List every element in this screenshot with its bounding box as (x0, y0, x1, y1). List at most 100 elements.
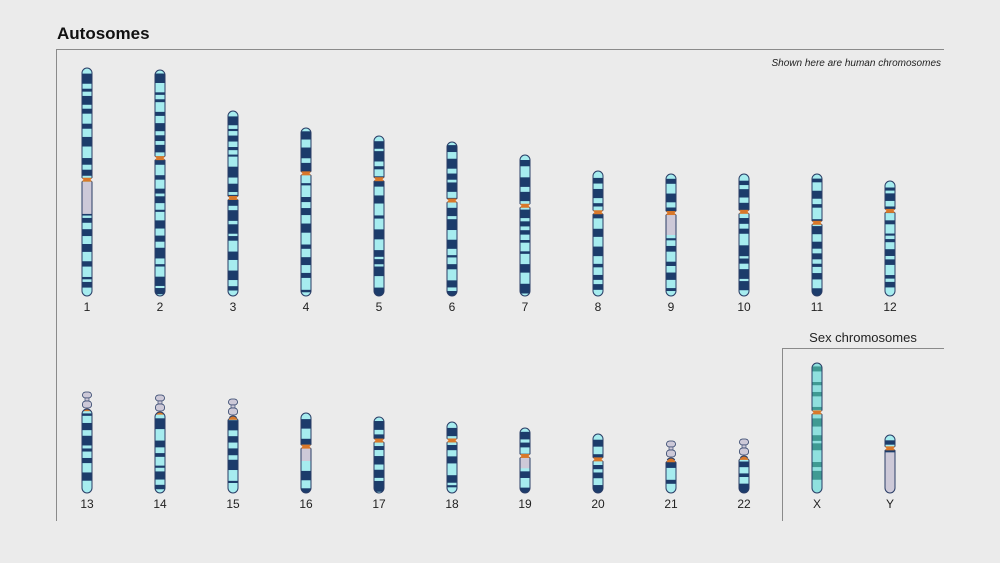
heterochromatin (82, 182, 92, 214)
band (520, 264, 530, 273)
centromere (301, 444, 311, 449)
band (82, 244, 92, 252)
heterochromatin (301, 448, 311, 461)
band (885, 220, 895, 225)
band (739, 189, 749, 198)
band (885, 275, 895, 279)
band (447, 158, 457, 169)
band (374, 421, 384, 430)
band (82, 158, 92, 165)
chromosome-12 (884, 180, 896, 297)
centromere (739, 209, 749, 214)
centromere (301, 171, 311, 176)
band (228, 480, 238, 483)
band (812, 470, 822, 480)
chromosome-2 (154, 69, 166, 297)
band (374, 446, 384, 451)
band (520, 240, 530, 243)
band (301, 438, 311, 445)
centromere (82, 177, 92, 182)
band (301, 289, 311, 293)
band (82, 136, 92, 147)
band (593, 472, 603, 479)
band (82, 88, 92, 92)
satellite-15 (228, 398, 238, 416)
band (155, 156, 165, 165)
band (301, 183, 311, 186)
band (301, 272, 311, 278)
chromosome-10 (738, 173, 750, 297)
centromere (447, 438, 457, 443)
band (82, 229, 92, 237)
band (301, 197, 311, 203)
band (228, 147, 238, 151)
band (228, 154, 238, 157)
chromosome-6 (446, 141, 458, 297)
chromosome-21 (665, 440, 677, 494)
chromosome-3 (227, 110, 239, 297)
chromosome-13 (81, 391, 93, 494)
band (155, 264, 165, 267)
centromere (520, 453, 530, 458)
chromosome-20 (592, 433, 604, 494)
band (82, 276, 92, 280)
band (155, 123, 165, 132)
chromosome-label: 15 (226, 497, 240, 511)
chromosome-base (593, 434, 603, 493)
band (812, 241, 822, 249)
band (155, 135, 165, 142)
chromosome-y (884, 434, 896, 494)
chromosome-label: 22 (737, 497, 751, 511)
chromosome-label: 11 (811, 300, 824, 314)
band (520, 251, 530, 254)
band (666, 238, 676, 241)
chromosome-base (447, 142, 457, 296)
band (520, 471, 530, 478)
band (812, 263, 822, 267)
band (155, 175, 165, 180)
band (666, 461, 676, 468)
band (593, 203, 603, 207)
band (228, 459, 238, 471)
chromosome-7 (519, 154, 531, 297)
band (374, 259, 384, 265)
band (520, 177, 530, 187)
band (155, 209, 165, 212)
band (82, 95, 92, 105)
band (885, 440, 895, 445)
band (374, 434, 384, 440)
band (374, 469, 384, 478)
band (155, 111, 165, 116)
band (520, 431, 530, 440)
band (301, 131, 311, 140)
heterochromatin (666, 214, 676, 235)
band (593, 263, 603, 268)
chromosome-base (666, 458, 676, 493)
band (301, 223, 311, 233)
band (520, 442, 530, 448)
band (520, 191, 530, 202)
band (447, 427, 457, 437)
chromosome-label: 14 (153, 497, 167, 511)
band (374, 176, 384, 187)
chromosome-5 (373, 135, 385, 297)
band (885, 281, 895, 288)
band (739, 258, 749, 264)
band (447, 456, 457, 464)
band (885, 249, 895, 256)
band (447, 173, 457, 180)
band (228, 116, 238, 126)
band (447, 485, 457, 488)
centromere (82, 409, 92, 412)
band (301, 470, 311, 481)
chromosome-11 (811, 173, 823, 297)
band (155, 465, 165, 468)
band (666, 272, 676, 280)
chromosome-label: 12 (883, 300, 897, 314)
chromosome-label: 20 (591, 497, 605, 511)
band (812, 435, 822, 441)
chromosome-base (812, 174, 822, 296)
band (228, 436, 238, 443)
chromosome-label: 17 (372, 497, 386, 511)
